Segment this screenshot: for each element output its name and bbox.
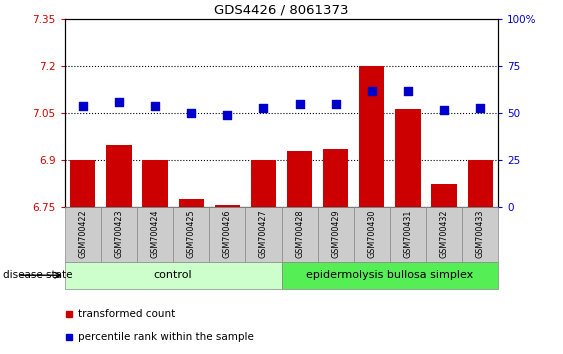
Text: GSM700433: GSM700433 — [476, 209, 485, 258]
Bar — [178, 199, 204, 207]
Text: control: control — [154, 270, 193, 280]
Text: transformed count: transformed count — [78, 309, 175, 319]
Text: GSM700432: GSM700432 — [440, 209, 449, 258]
Text: disease state: disease state — [3, 270, 72, 280]
Point — [187, 110, 196, 116]
Bar — [431, 184, 457, 207]
Bar — [287, 151, 312, 207]
Title: GDS4426 / 8061373: GDS4426 / 8061373 — [215, 4, 348, 17]
Text: GSM700424: GSM700424 — [150, 209, 159, 258]
Point — [78, 103, 87, 109]
Bar — [215, 205, 240, 207]
Bar — [323, 149, 348, 207]
Bar — [142, 160, 168, 207]
Bar — [318, 207, 354, 262]
Bar — [106, 144, 132, 207]
Text: GSM700431: GSM700431 — [404, 209, 413, 258]
Bar — [101, 207, 137, 262]
Text: GSM700425: GSM700425 — [187, 209, 196, 258]
Text: epidermolysis bullosa simplex: epidermolysis bullosa simplex — [306, 270, 473, 280]
Bar — [426, 207, 462, 262]
Point — [404, 88, 413, 93]
Bar — [65, 207, 101, 262]
Bar — [173, 207, 209, 262]
Bar — [137, 207, 173, 262]
Bar — [245, 207, 282, 262]
Text: GSM700426: GSM700426 — [223, 209, 232, 258]
Bar — [354, 207, 390, 262]
Text: GSM700429: GSM700429 — [331, 209, 340, 258]
Point — [367, 88, 376, 93]
Bar — [209, 207, 245, 262]
Point — [295, 101, 304, 107]
Point — [440, 107, 449, 112]
Bar — [65, 262, 282, 289]
Text: GSM700428: GSM700428 — [295, 209, 304, 258]
Text: GSM700427: GSM700427 — [259, 209, 268, 258]
Point — [150, 103, 159, 109]
Text: GSM700422: GSM700422 — [78, 209, 87, 258]
Point — [223, 112, 232, 118]
Point — [114, 99, 123, 105]
Bar — [282, 262, 498, 289]
Bar — [282, 207, 318, 262]
Bar — [359, 67, 385, 207]
Bar — [467, 160, 493, 207]
Point — [259, 105, 268, 110]
Bar — [462, 207, 498, 262]
Bar — [395, 109, 421, 207]
Point — [476, 105, 485, 110]
Text: percentile rank within the sample: percentile rank within the sample — [78, 332, 253, 342]
Bar — [251, 160, 276, 207]
Bar — [390, 207, 426, 262]
Text: GSM700423: GSM700423 — [114, 209, 123, 258]
Point — [331, 101, 340, 107]
Text: GSM700430: GSM700430 — [367, 209, 376, 258]
Bar — [70, 160, 96, 207]
